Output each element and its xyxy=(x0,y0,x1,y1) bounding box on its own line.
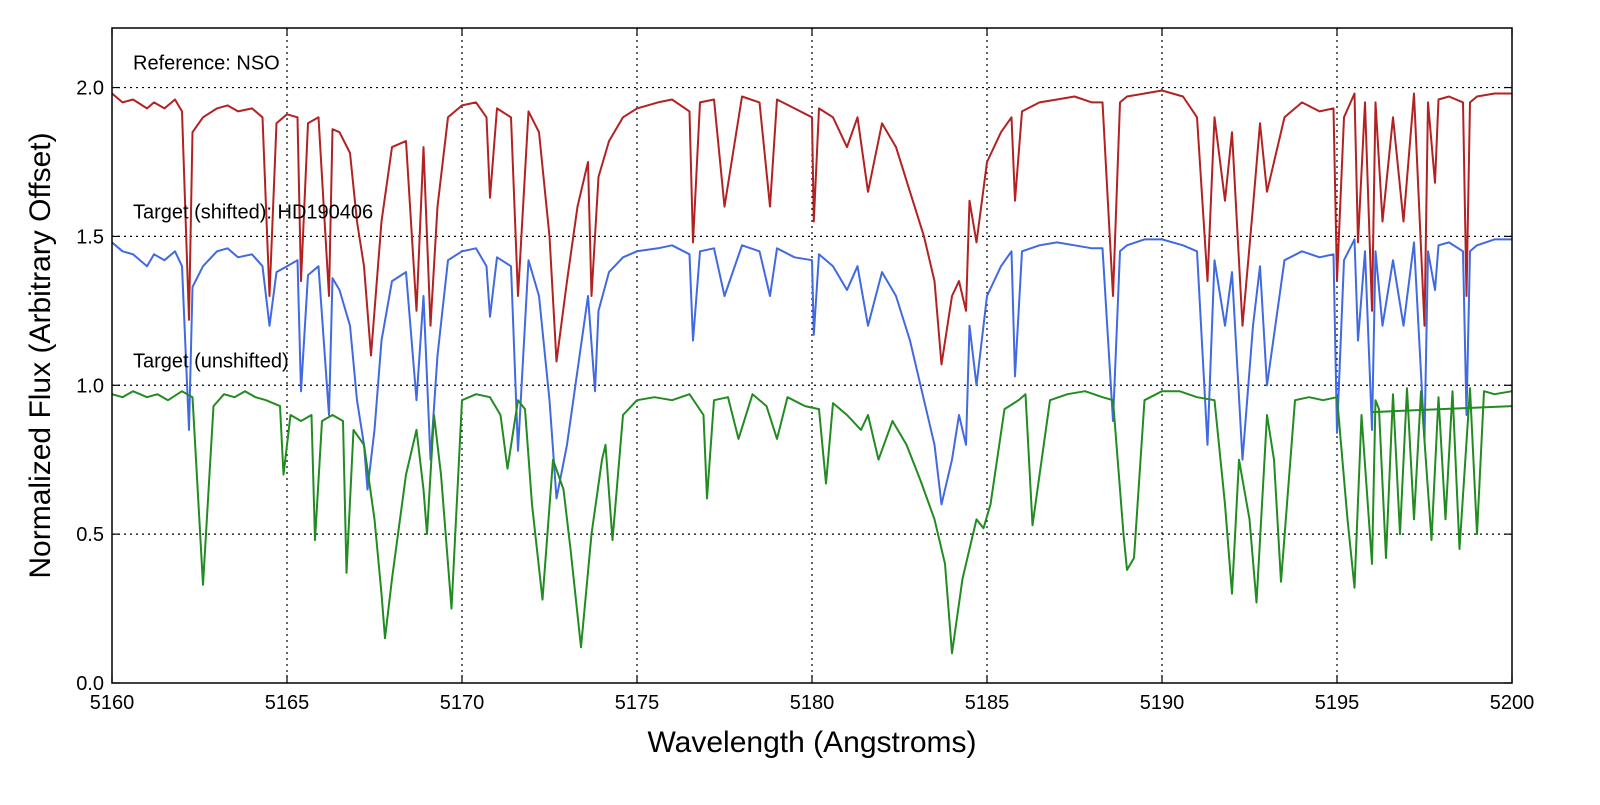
y-tick-label: 1.0 xyxy=(76,375,104,397)
y-tick-label: 2.0 xyxy=(76,78,104,100)
annotation-label-0: Reference: NSO xyxy=(133,53,280,75)
ticks: 5160 5165 5170 5175 5180 5185 5190 5195 5200 0.0 0… xyxy=(76,28,1534,714)
series-layer xyxy=(111,89,1513,655)
x-tick-label: 5185 xyxy=(965,692,1010,714)
x-tick-label: 5200 xyxy=(1490,692,1535,714)
x-tick-label: 5160 xyxy=(90,692,135,714)
annotations: Reference: NSO Target (shifted): HD190406… xyxy=(133,53,373,373)
x-tick-label: 5195 xyxy=(1315,692,1360,714)
series-line-0 xyxy=(111,89,1512,366)
x-tick-label: 5165 xyxy=(265,692,310,714)
annotation-label-1: Target (shifted): HD190406 xyxy=(133,202,373,224)
annotation-label-2: Target (unshifted) xyxy=(133,350,289,372)
y-axis-label: Normalized Flux (Arbitrary Offset) xyxy=(24,132,57,578)
x-tick-label: 5170 xyxy=(440,692,485,714)
x-tick-label: 5175 xyxy=(615,692,660,714)
y-tick-label: 0.0 xyxy=(76,673,104,695)
x-tick-label: 5190 xyxy=(1140,692,1185,714)
series-line-3 xyxy=(1371,405,1513,414)
series-line-2 xyxy=(111,387,1513,655)
y-tick-label: 1.5 xyxy=(76,226,104,248)
series-line-1 xyxy=(111,238,1512,506)
y-tick-label: 0.5 xyxy=(76,524,104,546)
x-axis-label: Wavelength (Angstroms) xyxy=(647,726,976,759)
x-tick-label: 5180 xyxy=(790,692,835,714)
